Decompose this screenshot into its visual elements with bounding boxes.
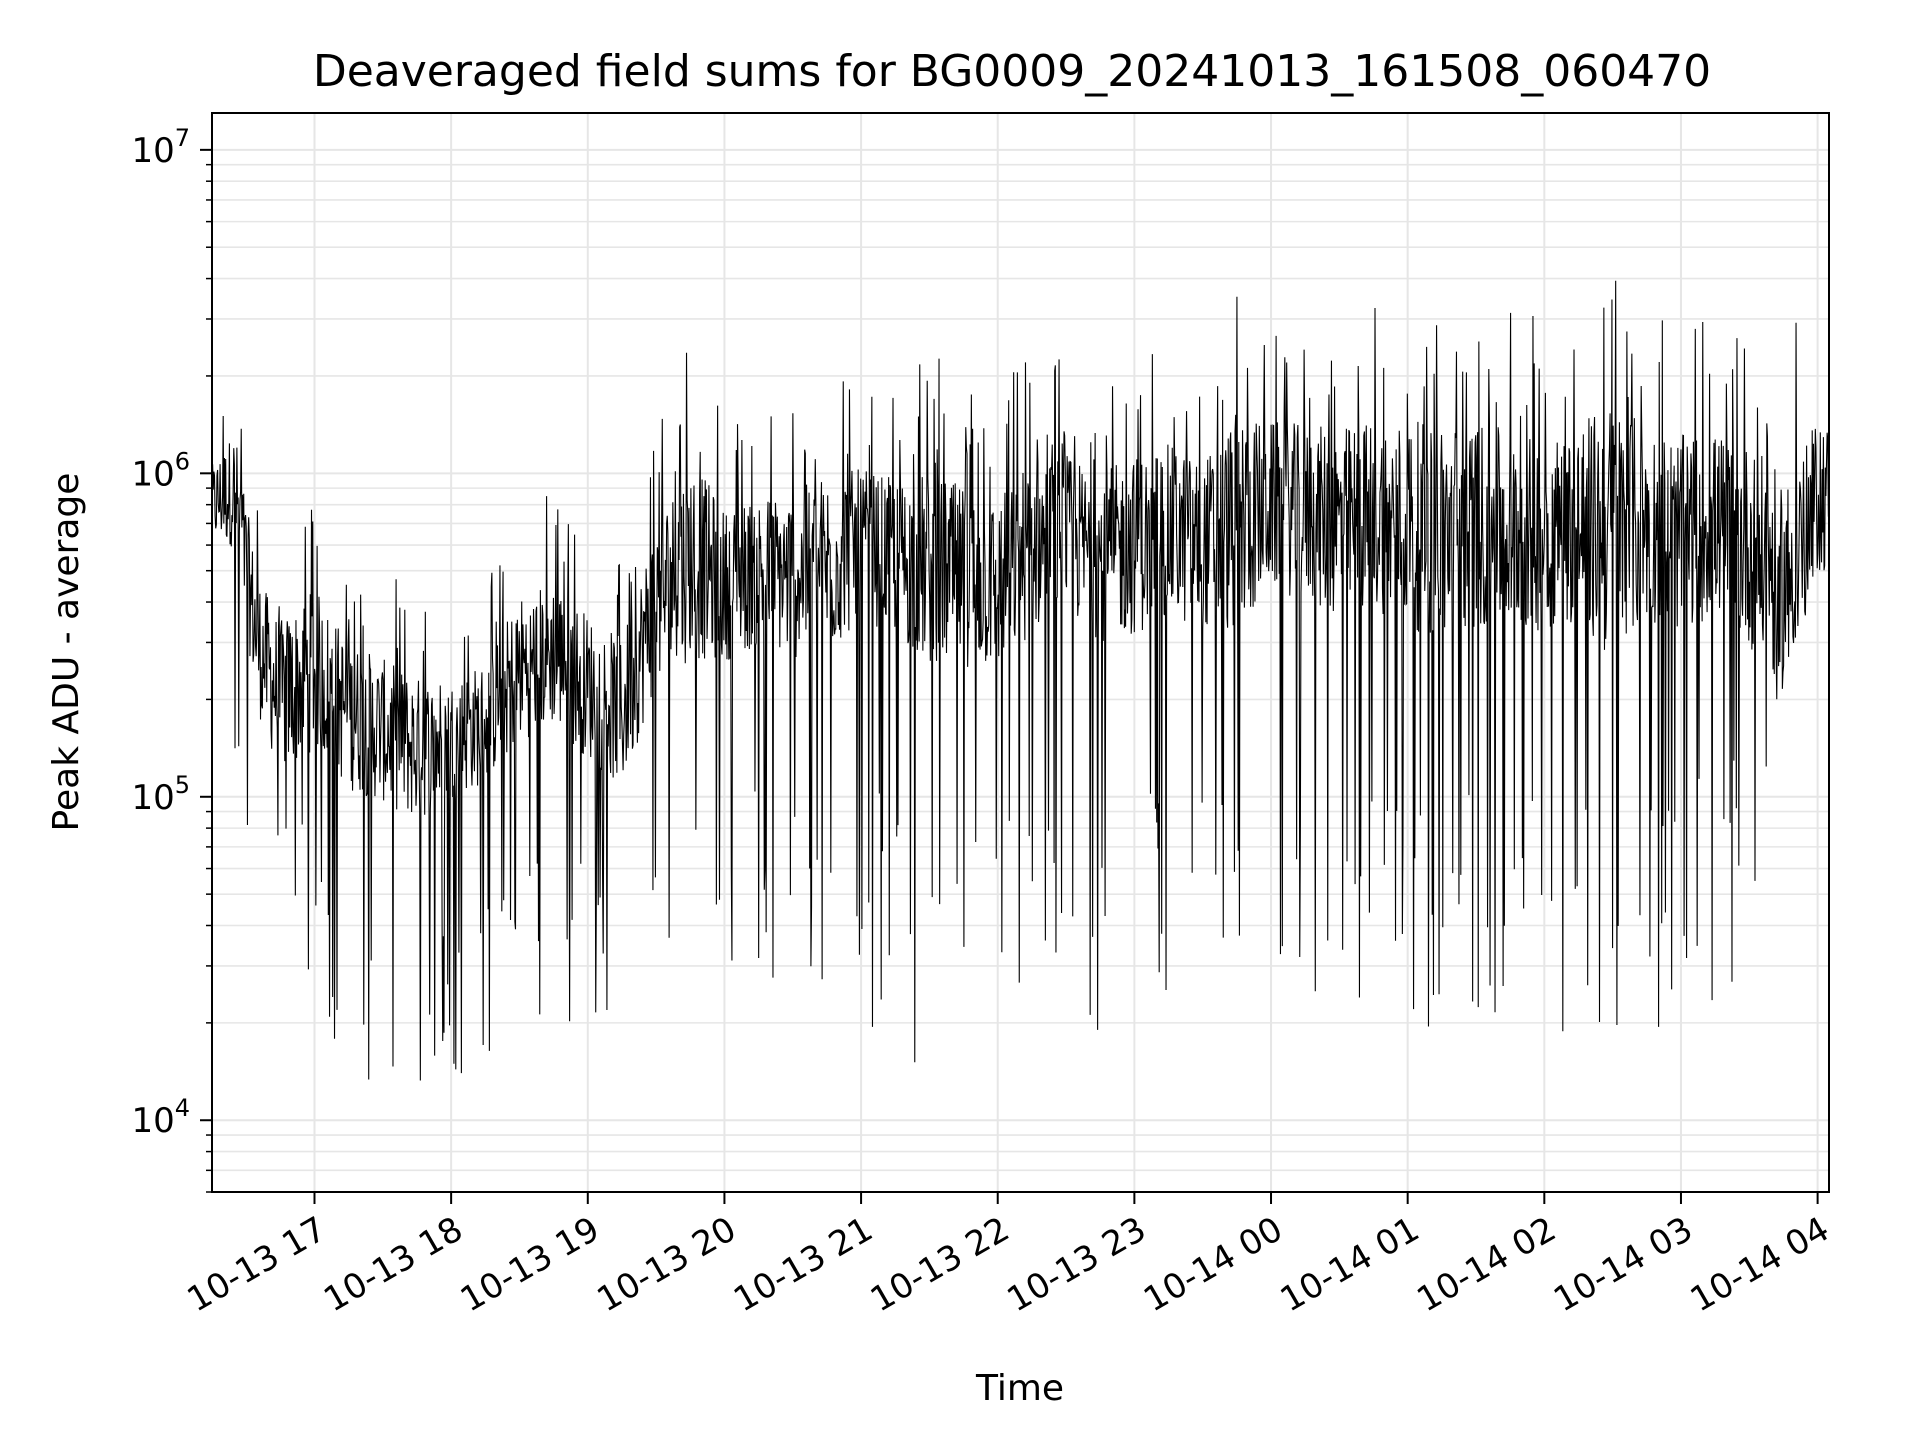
series-line	[211, 280, 1830, 1081]
x-tick-label: 10-14 00	[1137, 1209, 1289, 1320]
y-tick-label: 106	[131, 447, 190, 494]
y-tick-label: 105	[131, 771, 190, 818]
x-tick-label: 10-14 02	[1410, 1209, 1562, 1320]
x-tick-label: 10-13 19	[454, 1209, 606, 1320]
x-tick-label: 10-13 20	[591, 1209, 743, 1320]
x-tick-label: 10-13 18	[317, 1209, 469, 1320]
chart-title: Deaveraged field sums for BG0009_2024101…	[313, 46, 1711, 97]
x-tick-label: 10-14 03	[1547, 1209, 1699, 1320]
x-axis-label: Time	[975, 1368, 1064, 1409]
y-tick-label: 104	[131, 1094, 190, 1141]
x-tick-label: 10-14 01	[1274, 1209, 1426, 1320]
y-tick-label: 107	[131, 124, 190, 171]
data-line	[211, 280, 1830, 1081]
y-axis-label: Peak ADU - average	[46, 473, 87, 832]
plot-frame	[211, 112, 1830, 1193]
x-tick-label: 10-13 22	[864, 1209, 1016, 1320]
x-tick-label: 10-13 17	[181, 1209, 333, 1320]
x-tick-label: 10-14 04	[1684, 1209, 1836, 1320]
grid	[212, 113, 1829, 1193]
y-axis: 104 105 106 107	[131, 124, 212, 1193]
x-tick-label: 10-13 21	[727, 1209, 879, 1320]
x-tick-label: 10-13 23	[1000, 1209, 1152, 1320]
